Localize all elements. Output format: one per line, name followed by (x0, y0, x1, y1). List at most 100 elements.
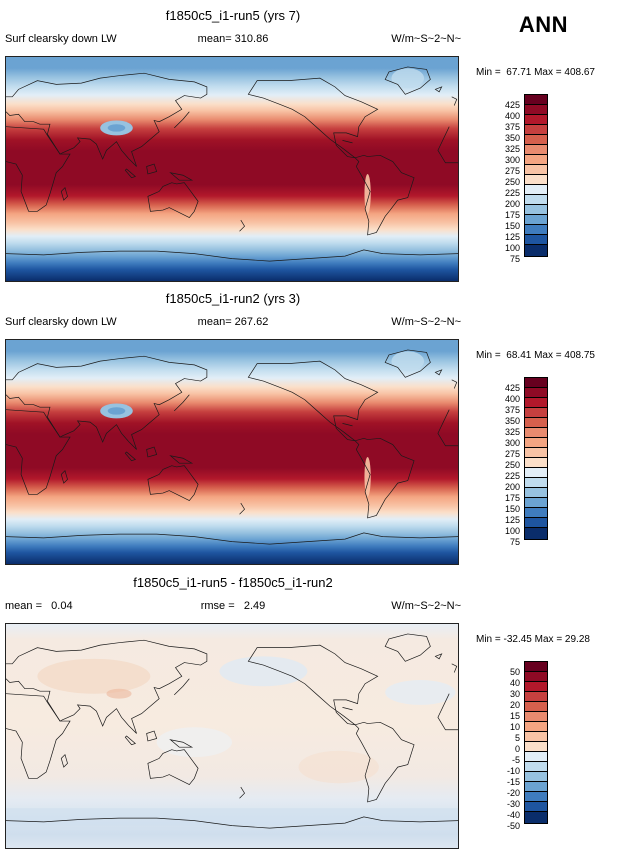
colorbar-tick-label: 300 (504, 438, 520, 448)
colorbar-tick-label: -40 (506, 810, 520, 820)
colorbar-cell (525, 802, 547, 812)
colorbar-tick-label: 425 (504, 100, 520, 110)
colorbar-cell (525, 722, 547, 732)
colorbar-cell (525, 225, 547, 235)
colorbar: 425 400 375 350 325 300 275 250 225 200 175 150 125 1… (490, 377, 552, 557)
colorbar-cell (525, 712, 547, 722)
colorbar-tick-label: 350 (504, 416, 520, 426)
colorbar-tick-label: 250 (504, 460, 520, 470)
colorbar-cell (525, 398, 547, 408)
minmax-label: Min = 68.41 Max = 408.75 (476, 350, 595, 361)
colorbar-tick-label: 100 (504, 243, 520, 253)
colorbar-cells (524, 94, 548, 257)
colorbar-tick-label: 200 (504, 482, 520, 492)
panel-run2: f1850c5_i1-run2 (yrs 3) Surf clearsky do… (0, 291, 617, 576)
colorbar-cell (525, 165, 547, 175)
colorbar-tick-label: 50 (509, 667, 520, 677)
map-run5 (5, 56, 459, 282)
colorbar-cell (525, 125, 547, 135)
units-label: W/m~S~2~N~ (391, 600, 461, 612)
world-outline (6, 349, 458, 545)
colorbar-cell (525, 508, 547, 518)
map-canvas (6, 349, 458, 545)
colorbar-cell (525, 498, 547, 508)
colorbar-cell (525, 215, 547, 225)
world-outline (6, 66, 458, 262)
colorbar-cell (525, 388, 547, 398)
panel-title: f1850c5_i1-run2 (yrs 3) (165, 291, 301, 306)
colorbar-cell (525, 478, 547, 488)
field-overlays (100, 351, 425, 497)
colorbar-tick-label: 150 (504, 221, 520, 231)
stats-row: mean = 0.04 rmse = 2.49 W/m~S~2~N~ (5, 600, 461, 614)
minmax-label: Min = 67.71 Max = 408.67 (476, 67, 595, 78)
colorbar-cell (525, 418, 547, 428)
colorbar-labels: 425 400 375 350 325 300 275 250 225 200 175 150 125 1… (490, 94, 520, 270)
colorbar-cell (525, 528, 547, 539)
panel-difference: f1850c5_i1-run5 - f1850c5_i1-run2 mean =… (0, 575, 617, 860)
difference-anomaly-patches (6, 656, 458, 826)
minmax-label: Min = -32.45 Max = 29.28 (476, 634, 590, 645)
colorbar-cell (525, 762, 547, 772)
colorbar-tick-label: 125 (504, 232, 520, 242)
colorbar-cell (525, 438, 547, 448)
colorbar-tick-label: 15 (509, 711, 520, 721)
units-label: W/m~S~2~N~ (391, 33, 461, 45)
colorbar-tick-label: -10 (506, 766, 520, 776)
stats-row: Surf clearsky down LW mean= 267.62 W/m~S… (5, 316, 461, 330)
colorbar-cell (525, 185, 547, 195)
colorbar-tick-label: 150 (504, 504, 520, 514)
colorbar-cell (525, 772, 547, 782)
colorbar-cell (525, 692, 547, 702)
colorbar-tick-label: 400 (504, 394, 520, 404)
variable-label: Surf clearsky down LW (5, 316, 117, 328)
variable-label: Surf clearsky down LW (5, 33, 117, 45)
colorbar-cell (525, 105, 547, 115)
colorbar-cell (525, 752, 547, 762)
colorbar-tick-label: 300 (504, 155, 520, 165)
colorbar-tick-label: 225 (504, 471, 520, 481)
colorbar-tick-label: 225 (504, 188, 520, 198)
colorbar-cell (525, 702, 547, 712)
colorbar-cell (525, 115, 547, 125)
colorbar-labels: 50 40 30 20 15 10 5 0 -5 -10 -15 -20 -30 -40 -50 (490, 661, 520, 837)
colorbar-tick-label: 400 (504, 111, 520, 121)
colorbar-cell (525, 135, 547, 145)
colorbar-cell (525, 448, 547, 458)
colorbar-cell (525, 408, 547, 418)
map-canvas (6, 66, 458, 262)
colorbar-cell (525, 195, 547, 205)
colorbar-cell (525, 235, 547, 245)
stats-row: Surf clearsky down LW mean= 310.86 W/m~S… (5, 33, 461, 47)
colorbar-tick-label: 10 (509, 722, 520, 732)
colorbar-tick-label: 325 (504, 144, 520, 154)
colorbar-cell (525, 662, 547, 672)
colorbar-cell (525, 732, 547, 742)
colorbar-cell (525, 518, 547, 528)
colorbar-cell (525, 742, 547, 752)
units-label: W/m~S~2~N~ (391, 316, 461, 328)
colorbar-cell (525, 145, 547, 155)
colorbar-tick-label: -5 (511, 755, 520, 765)
colorbar-tick-label: 375 (504, 122, 520, 132)
colorbar-cell (525, 468, 547, 478)
colorbar-tick-label: 30 (509, 689, 520, 699)
colorbar: 425 400 375 350 325 300 275 250 225 200 175 150 125 1… (490, 94, 552, 274)
map-difference (5, 623, 459, 849)
colorbar-tick-label: 0 (514, 744, 520, 754)
panel-run5: f1850c5_i1-run5 (yrs 7) Surf clearsky do… (0, 8, 617, 293)
field-overlays (100, 68, 425, 214)
colorbar-tick-label: 175 (504, 493, 520, 503)
panel-title: f1850c5_i1-run5 (yrs 7) (165, 8, 301, 23)
colorbar-tick-label: -15 (506, 777, 520, 787)
colorbar-tick-label: 175 (504, 210, 520, 220)
colorbar-tick-label: 75 (509, 254, 520, 264)
map-canvas (6, 633, 458, 829)
colorbar-tick-label: 350 (504, 133, 520, 143)
colorbar-tick-label: 5 (514, 733, 520, 743)
colorbar-tick-label: -20 (506, 788, 520, 798)
colorbar-cell (525, 245, 547, 256)
colorbar-cell (525, 812, 547, 823)
colorbar-tick-label: 125 (504, 515, 520, 525)
colorbar-cells (524, 661, 548, 824)
